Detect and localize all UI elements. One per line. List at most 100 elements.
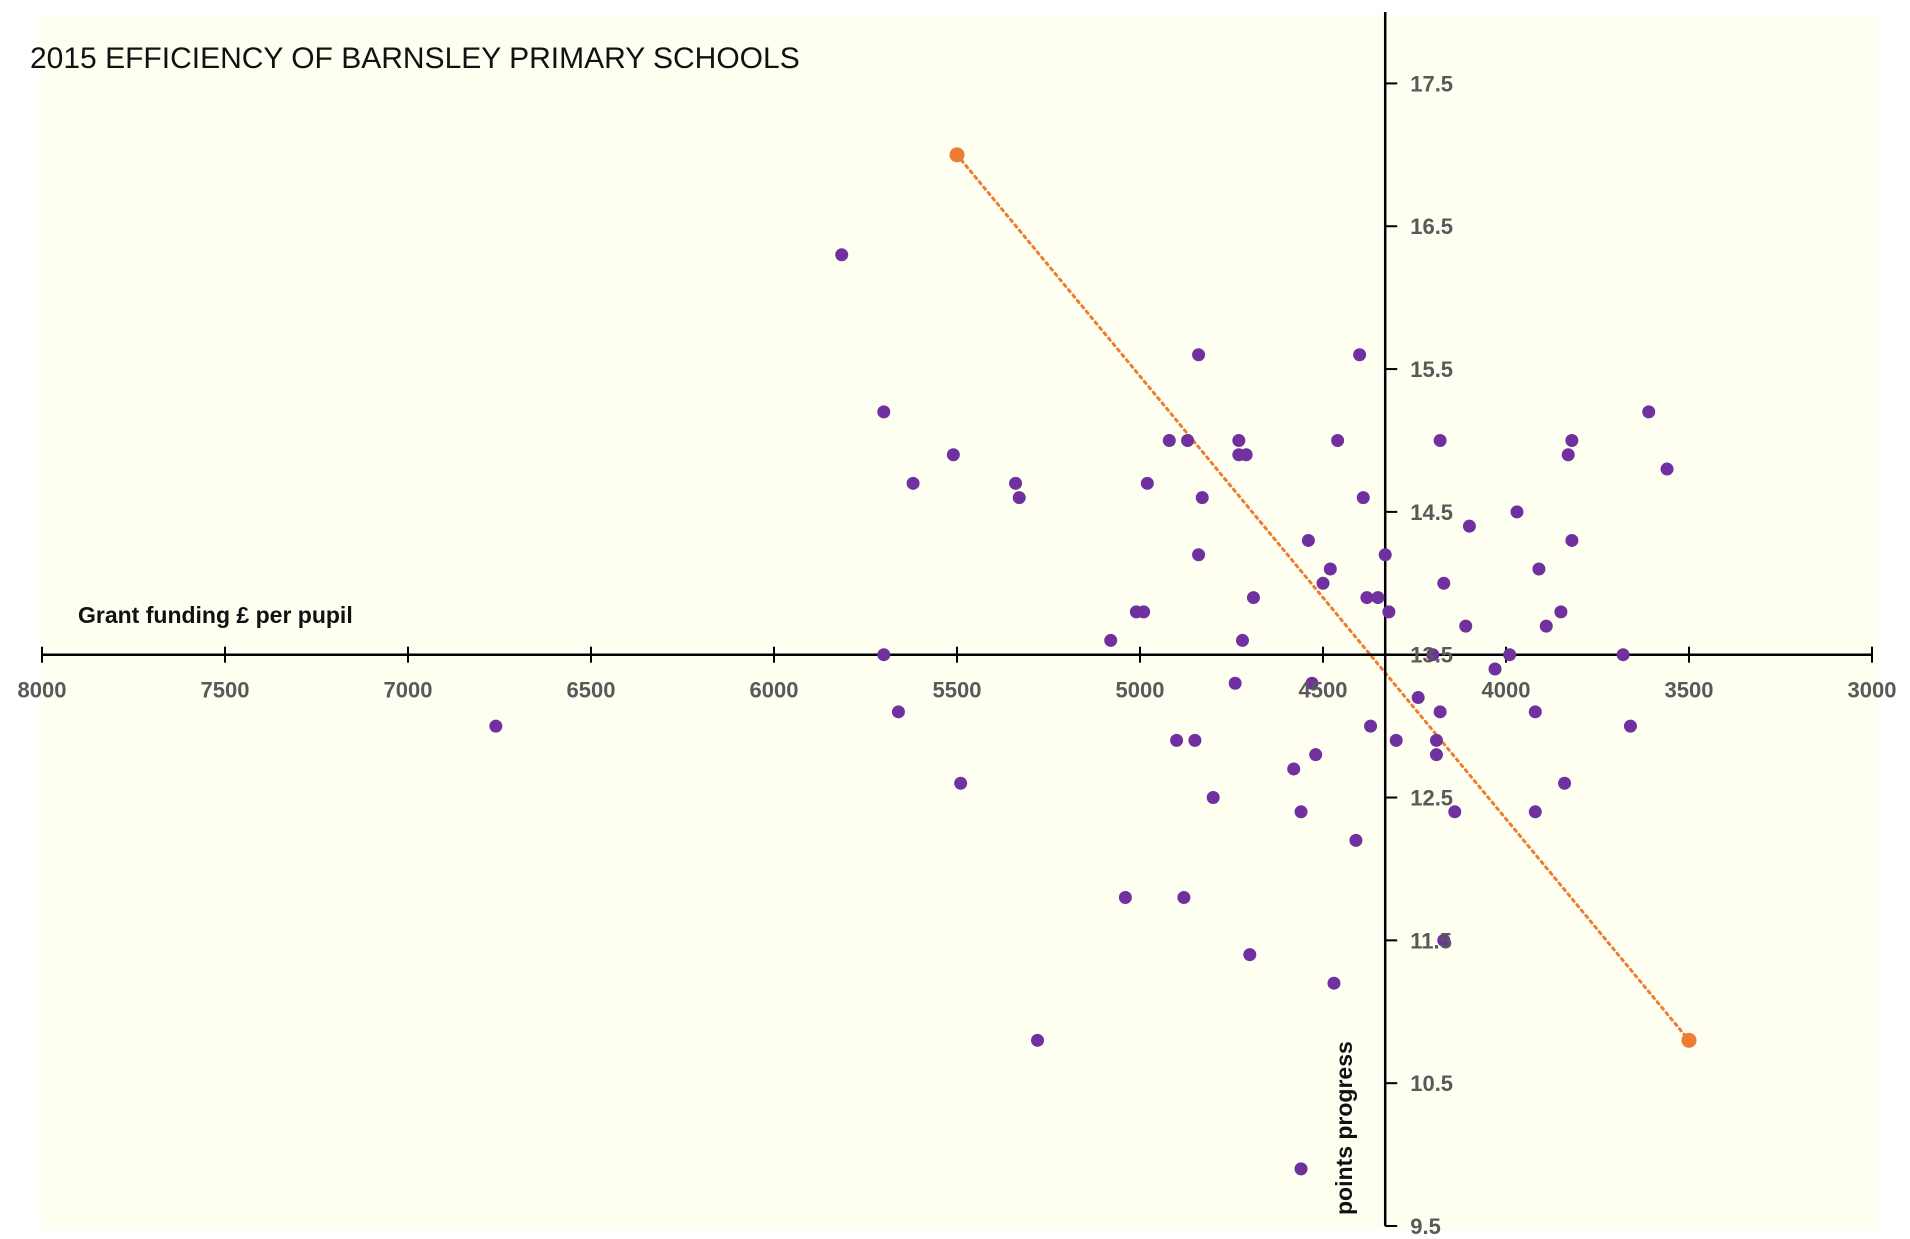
data-point	[1565, 433, 1579, 447]
data-point	[1170, 733, 1184, 747]
data-point	[1239, 448, 1253, 462]
data-point	[1327, 976, 1341, 990]
data-point	[1316, 576, 1330, 590]
data-point	[1558, 776, 1572, 790]
data-point	[1459, 619, 1473, 633]
trend-line-group	[949, 147, 1697, 1048]
data-point	[1181, 433, 1195, 447]
data-point	[1642, 405, 1656, 419]
data-point	[1192, 348, 1206, 362]
data-point	[1195, 491, 1209, 505]
data-point	[1104, 633, 1118, 647]
data-point	[1177, 891, 1191, 905]
data-point	[1031, 1033, 1045, 1047]
y-tick-label: 16.5	[1410, 214, 1453, 239]
data-point	[1429, 733, 1443, 747]
data-point	[1503, 648, 1517, 662]
data-point	[1411, 691, 1425, 705]
x-tick-label: 7500	[201, 678, 250, 703]
x-axis-label: Grant funding £ per pupil	[78, 602, 353, 628]
data-point	[1660, 462, 1674, 476]
data-point	[1360, 591, 1374, 605]
data-point	[1510, 505, 1524, 519]
y-tick-label: 9.5	[1410, 1214, 1441, 1239]
data-point	[1371, 591, 1385, 605]
x-tick-label: 7000	[384, 678, 433, 703]
data-point	[906, 476, 920, 490]
data-point	[877, 648, 891, 662]
data-point	[1294, 1162, 1308, 1176]
data-point	[1616, 648, 1630, 662]
x-tick-labels: 8000 7500 7000 6500 6000 5500 5000 4500 4000 3500…	[18, 678, 1897, 703]
y-tick-label: 12.5	[1410, 786, 1453, 811]
data-point	[1561, 448, 1575, 462]
data-point	[1188, 733, 1202, 747]
data-point	[1433, 433, 1447, 447]
data-point	[1389, 733, 1403, 747]
data-point	[1356, 491, 1370, 505]
x-tick-label: 3000	[1848, 678, 1897, 703]
data-point	[1532, 562, 1546, 576]
data-point	[1305, 676, 1319, 690]
data-point	[1364, 719, 1378, 733]
chart-title: 2015 EFFICIENCY OF BARNSLEY PRIMARY SCHO…	[30, 42, 800, 75]
data-point	[489, 719, 503, 733]
data-point	[1528, 805, 1542, 819]
data-point	[1353, 348, 1367, 362]
y-tick-label: 14.5	[1410, 500, 1453, 525]
y-tick-labels: 17.5 16.5 15.5 14.5 13.5 12.5 11.5 10.5 9.5	[1410, 71, 1453, 1239]
data-point	[946, 448, 960, 462]
data-point	[835, 248, 849, 262]
trend-endpoint	[949, 147, 965, 163]
data-point	[1137, 605, 1151, 619]
x-tick-label: 5500	[933, 678, 982, 703]
data-point	[891, 705, 905, 719]
data-point	[1539, 619, 1553, 633]
trend-endpoint	[1681, 1032, 1697, 1048]
y-axis-label: points progress	[1331, 1041, 1357, 1215]
data-point	[1287, 762, 1301, 776]
data-point	[1162, 433, 1176, 447]
x-tick-label: 4000	[1482, 678, 1531, 703]
data-point	[1623, 719, 1637, 733]
y-tick-label: 11.5	[1410, 928, 1452, 953]
x-tick-label: 5000	[1116, 678, 1165, 703]
y-tick-label: 10.5	[1410, 1071, 1453, 1096]
data-point	[1554, 605, 1568, 619]
data-point	[1192, 548, 1206, 562]
data-point	[954, 776, 968, 790]
data-point	[1323, 562, 1337, 576]
data-point	[1235, 633, 1249, 647]
x-tick-label: 6000	[750, 678, 799, 703]
data-point	[1009, 476, 1023, 490]
data-point	[1382, 605, 1396, 619]
data-point	[1349, 833, 1363, 847]
data-point	[1565, 533, 1579, 547]
y-tick-label: 13.5	[1410, 643, 1453, 668]
data-point	[1437, 933, 1451, 947]
data-point	[1243, 948, 1257, 962]
data-point	[1232, 433, 1246, 447]
data-point	[1228, 676, 1242, 690]
x-tick-label: 3500	[1665, 678, 1714, 703]
data-point	[1012, 491, 1026, 505]
data-point	[1118, 891, 1132, 905]
data-point	[1462, 519, 1476, 533]
data-point	[1294, 805, 1308, 819]
data-point	[1437, 576, 1451, 590]
y-tick-label: 15.5	[1410, 357, 1453, 382]
data-point	[1429, 748, 1443, 762]
data-point	[1140, 476, 1154, 490]
x-tick-label: 4500	[1299, 678, 1348, 703]
data-point	[1378, 548, 1392, 562]
data-point	[1331, 433, 1345, 447]
data-point	[1528, 705, 1542, 719]
y-tick-label: 17.5	[1410, 71, 1453, 96]
data-point	[1246, 591, 1260, 605]
data-points-group	[489, 248, 1674, 1176]
data-point	[1309, 748, 1323, 762]
data-point	[1301, 533, 1315, 547]
x-tick-label: 6500	[567, 678, 616, 703]
axes-group	[41, 12, 1873, 1227]
